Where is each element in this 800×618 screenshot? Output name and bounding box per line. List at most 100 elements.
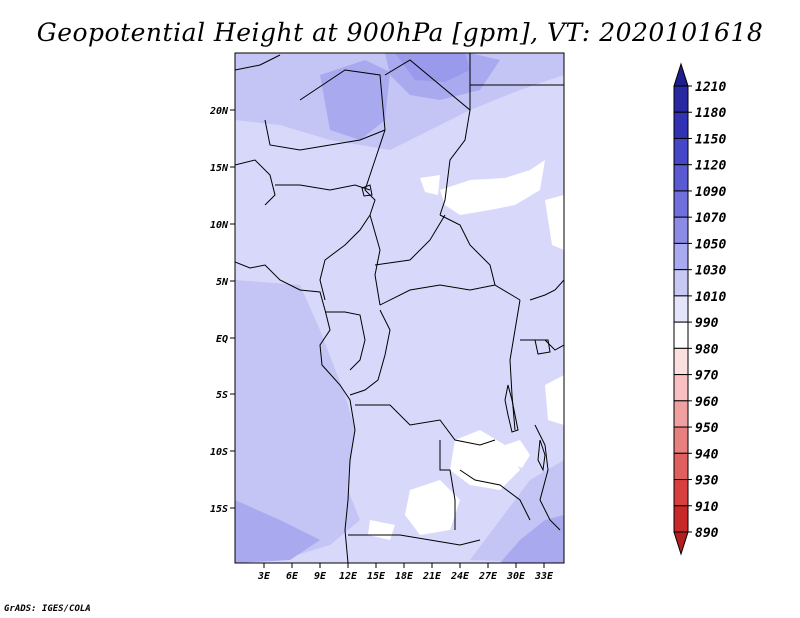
border-niger-chad: [364, 129, 386, 216]
map-frame: [234, 52, 565, 564]
border-car-congo: [379, 284, 496, 306]
colorbar-label: 950: [695, 421, 719, 436]
border-nigeria-niger: [275, 184, 371, 191]
colorbar-label: 940: [695, 447, 719, 462]
lake-malawi: [537, 439, 546, 472]
colorbar-swatch: [673, 85, 689, 113]
border-chad-sudan: [439, 109, 471, 216]
colorbar-body: [673, 62, 689, 556]
lon-label: 27E: [478, 571, 498, 582]
colorbar-swatch: [673, 321, 689, 349]
lon-label: 12E: [339, 571, 358, 582]
colorbar-swatch: [673, 269, 689, 297]
colorbar-label: 1050: [695, 237, 726, 252]
height-shading: [235, 53, 564, 563]
colorbar-swatch: [673, 505, 689, 533]
lat-label: 15S: [210, 504, 228, 515]
white-east: [545, 195, 564, 250]
colorbar-swatch: [673, 190, 689, 218]
lon-label: 18E: [395, 571, 414, 582]
border-congo-drc: [349, 309, 391, 396]
colorbar-label: 1210: [695, 80, 726, 95]
border-mali-algeria: [299, 69, 386, 131]
border-gabon: [325, 311, 366, 371]
lake-tanganyika: [504, 384, 519, 433]
shade-libya-core: [395, 53, 470, 82]
lon-label: 9E: [314, 571, 327, 582]
colorbar-swatch: [673, 452, 689, 481]
lon-label: 3E: [257, 571, 271, 582]
colorbar-swatch: [673, 137, 689, 166]
colorbar-label: 990: [695, 316, 719, 331]
white-east-lakes: [545, 375, 564, 425]
shade-southwest-deep: [235, 500, 320, 563]
white-angola-east: [405, 480, 460, 535]
colorbar-swatch: [673, 374, 689, 402]
lon-label: 21E: [422, 571, 442, 582]
lat-label: 10N: [210, 220, 229, 231]
country-boundaries: [235, 53, 564, 563]
colorbar-label: 1010: [695, 290, 726, 305]
colorbar-top-arrow: [673, 62, 689, 87]
white-central: [420, 175, 440, 195]
grads-credit: GrADS: IGES/COLA: [4, 604, 91, 614]
lat-label: 10S: [210, 447, 228, 458]
colorbar-label: 1030: [695, 264, 726, 279]
border-car-sudan: [439, 214, 521, 301]
lat-label: 15N: [210, 163, 229, 174]
border-kenya: [520, 339, 564, 351]
colorbar-swatch: [673, 216, 689, 244]
shade-west-north: [235, 53, 300, 90]
border-namibia: [348, 534, 481, 546]
colorbar-label: 960: [695, 395, 719, 410]
colorbar-label: 890: [695, 526, 719, 541]
latitude-axis: 20N 15N 10N 5N EQ 5S 10S 15S: [209, 106, 235, 515]
colorbar-label: 1150: [695, 132, 726, 147]
lat-label: EQ: [216, 334, 228, 345]
lake-victoria: [534, 339, 551, 355]
colorbar-swatch: [673, 295, 689, 323]
lon-label: 15E: [367, 571, 386, 582]
colorbar-label: 980: [695, 342, 719, 357]
colorbar-labels: 1210 1180 1150 1120 1090 1070 1050 1030 1010 990 9…: [688, 80, 726, 541]
coastline-west: [235, 261, 356, 563]
border-east-upper: [529, 279, 564, 301]
border-angola-zambia: [439, 440, 456, 530]
lon-label: 33E: [534, 571, 554, 582]
lon-label: 24E: [450, 571, 470, 582]
colorbar-label: 1070: [695, 211, 726, 226]
border-burkina: [235, 159, 276, 206]
border-mali-niger: [264, 119, 386, 151]
colorbar-swatch: [673, 479, 689, 507]
shade-southeast-deep: [500, 515, 564, 563]
colorbar-label: 930: [695, 474, 719, 489]
colorbar-bottom-arrow: [673, 531, 689, 556]
border-mozambique: [534, 424, 561, 531]
border-cameroon-car: [369, 214, 381, 306]
white-sudan: [440, 160, 545, 215]
chart-title: Geopotential Height at 900hPa [gpm], VT:…: [36, 18, 764, 47]
lake-chad: [361, 184, 373, 197]
colorbar-swatch: [673, 242, 689, 271]
colorbar-swatch: [673, 426, 689, 454]
shade-sahara: [320, 60, 390, 140]
colorbar-swatch: [673, 164, 689, 192]
lat-label: 5S: [216, 390, 228, 401]
border-nigeria-cameroon: [319, 214, 371, 301]
border-zambia-zimbabwe: [459, 469, 531, 521]
white-mozambique: [505, 440, 530, 468]
lat-label: 5N: [216, 277, 229, 288]
colorbar-label: 1180: [695, 106, 726, 121]
colorbar-label: 970: [695, 369, 719, 384]
colorbar-swatch: [673, 400, 689, 428]
colorbar-swatch: [673, 347, 689, 376]
border-drc-angola: [355, 404, 496, 446]
lat-label: 20N: [209, 106, 229, 117]
border-car-south: [374, 214, 446, 266]
colorbar-label: 1120: [695, 159, 726, 174]
lon-label: 30E: [506, 571, 526, 582]
colorbar-label: 910: [695, 500, 719, 515]
longitude-axis: 3E 6E 9E 12E 15E 18E 21E 24E 27E 30E 33E: [257, 563, 554, 582]
